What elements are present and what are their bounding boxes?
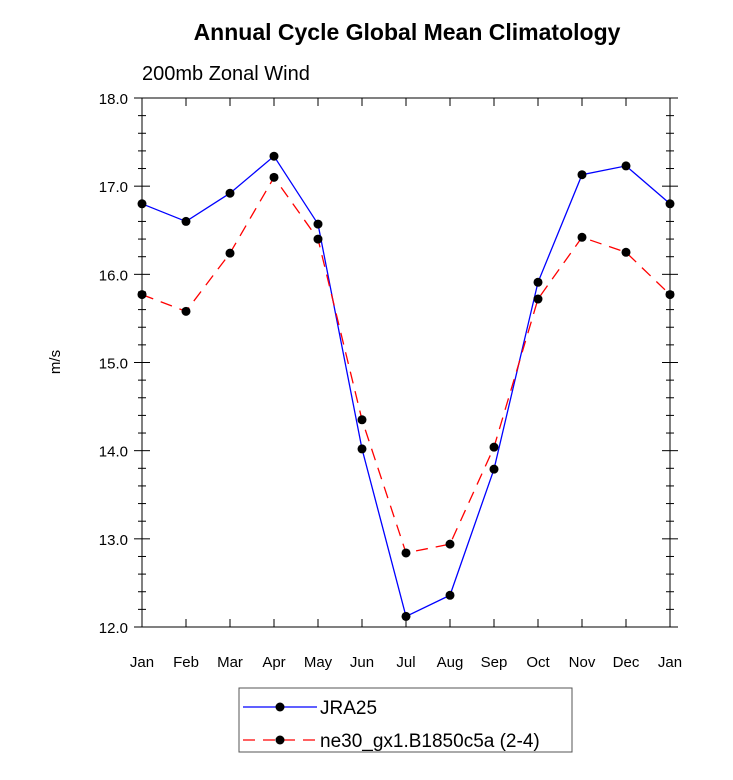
y-tick-label: 18.0 (99, 91, 128, 108)
series-line-1 (141, 176, 671, 554)
x-tick-label: Jun (350, 654, 374, 671)
chart-subtitle: 200mb Zonal Wind (142, 63, 310, 85)
y-tick-label: 15.0 (99, 356, 128, 373)
data-point (225, 248, 235, 258)
data-point (357, 415, 367, 425)
y-tick-label: 14.0 (99, 444, 128, 461)
data-point (401, 611, 411, 621)
legend-marker-0 (275, 702, 285, 712)
x-tick-label: Feb (173, 654, 199, 671)
legend: JRA25 ne30_gx1.B1850c5a (2-4) (238, 687, 573, 753)
data-point (181, 216, 191, 226)
plot-frame (141, 97, 671, 628)
y-tick-label: 16.0 (99, 267, 128, 284)
data-point (269, 151, 279, 161)
x-tick-label: Aug (437, 654, 464, 671)
x-tick-label: Oct (526, 654, 550, 671)
chart-title: Annual Cycle Global Mean Climatology (194, 19, 621, 45)
x-tick-label: Jan (130, 654, 154, 671)
series-line-0 (141, 155, 671, 618)
data-point (269, 172, 279, 182)
data-point (445, 590, 455, 600)
data-point (181, 306, 191, 316)
y-tick-label: 13.0 (99, 532, 128, 549)
legend-marker-1 (275, 735, 285, 745)
data-point (445, 539, 455, 549)
y-tick-label: 17.0 (99, 179, 128, 196)
data-point (665, 290, 675, 300)
data-point (137, 290, 147, 300)
data-point (533, 277, 543, 287)
data-point (533, 294, 543, 304)
data-point (313, 219, 323, 229)
x-tick-label: Nov (569, 654, 596, 671)
x-tick-label: Dec (613, 654, 640, 671)
legend-box (238, 687, 573, 753)
x-tick-label: Jul (396, 654, 415, 671)
legend-label-1: ne30_gx1.B1850c5a (2-4) (320, 731, 540, 752)
data-point (577, 170, 587, 180)
y-axis-label: m/s (47, 350, 64, 374)
data-point (313, 234, 323, 244)
x-tick-label: Apr (262, 654, 285, 671)
data-point (489, 464, 499, 474)
data-point (621, 161, 631, 171)
x-tick-label: Jan (658, 654, 682, 671)
data-point (225, 188, 235, 198)
data-point (489, 442, 499, 452)
data-point (621, 247, 631, 257)
data-point (137, 199, 147, 209)
data-point (577, 232, 587, 242)
data-point (357, 444, 367, 454)
x-tick-label: Mar (217, 654, 243, 671)
legend-label-0: JRA25 (320, 698, 377, 719)
y-tick-label: 12.0 (99, 620, 128, 637)
data-point (665, 199, 675, 209)
x-tick-label: May (304, 654, 333, 671)
x-tick-label: Sep (481, 654, 508, 671)
data-point (401, 548, 411, 558)
